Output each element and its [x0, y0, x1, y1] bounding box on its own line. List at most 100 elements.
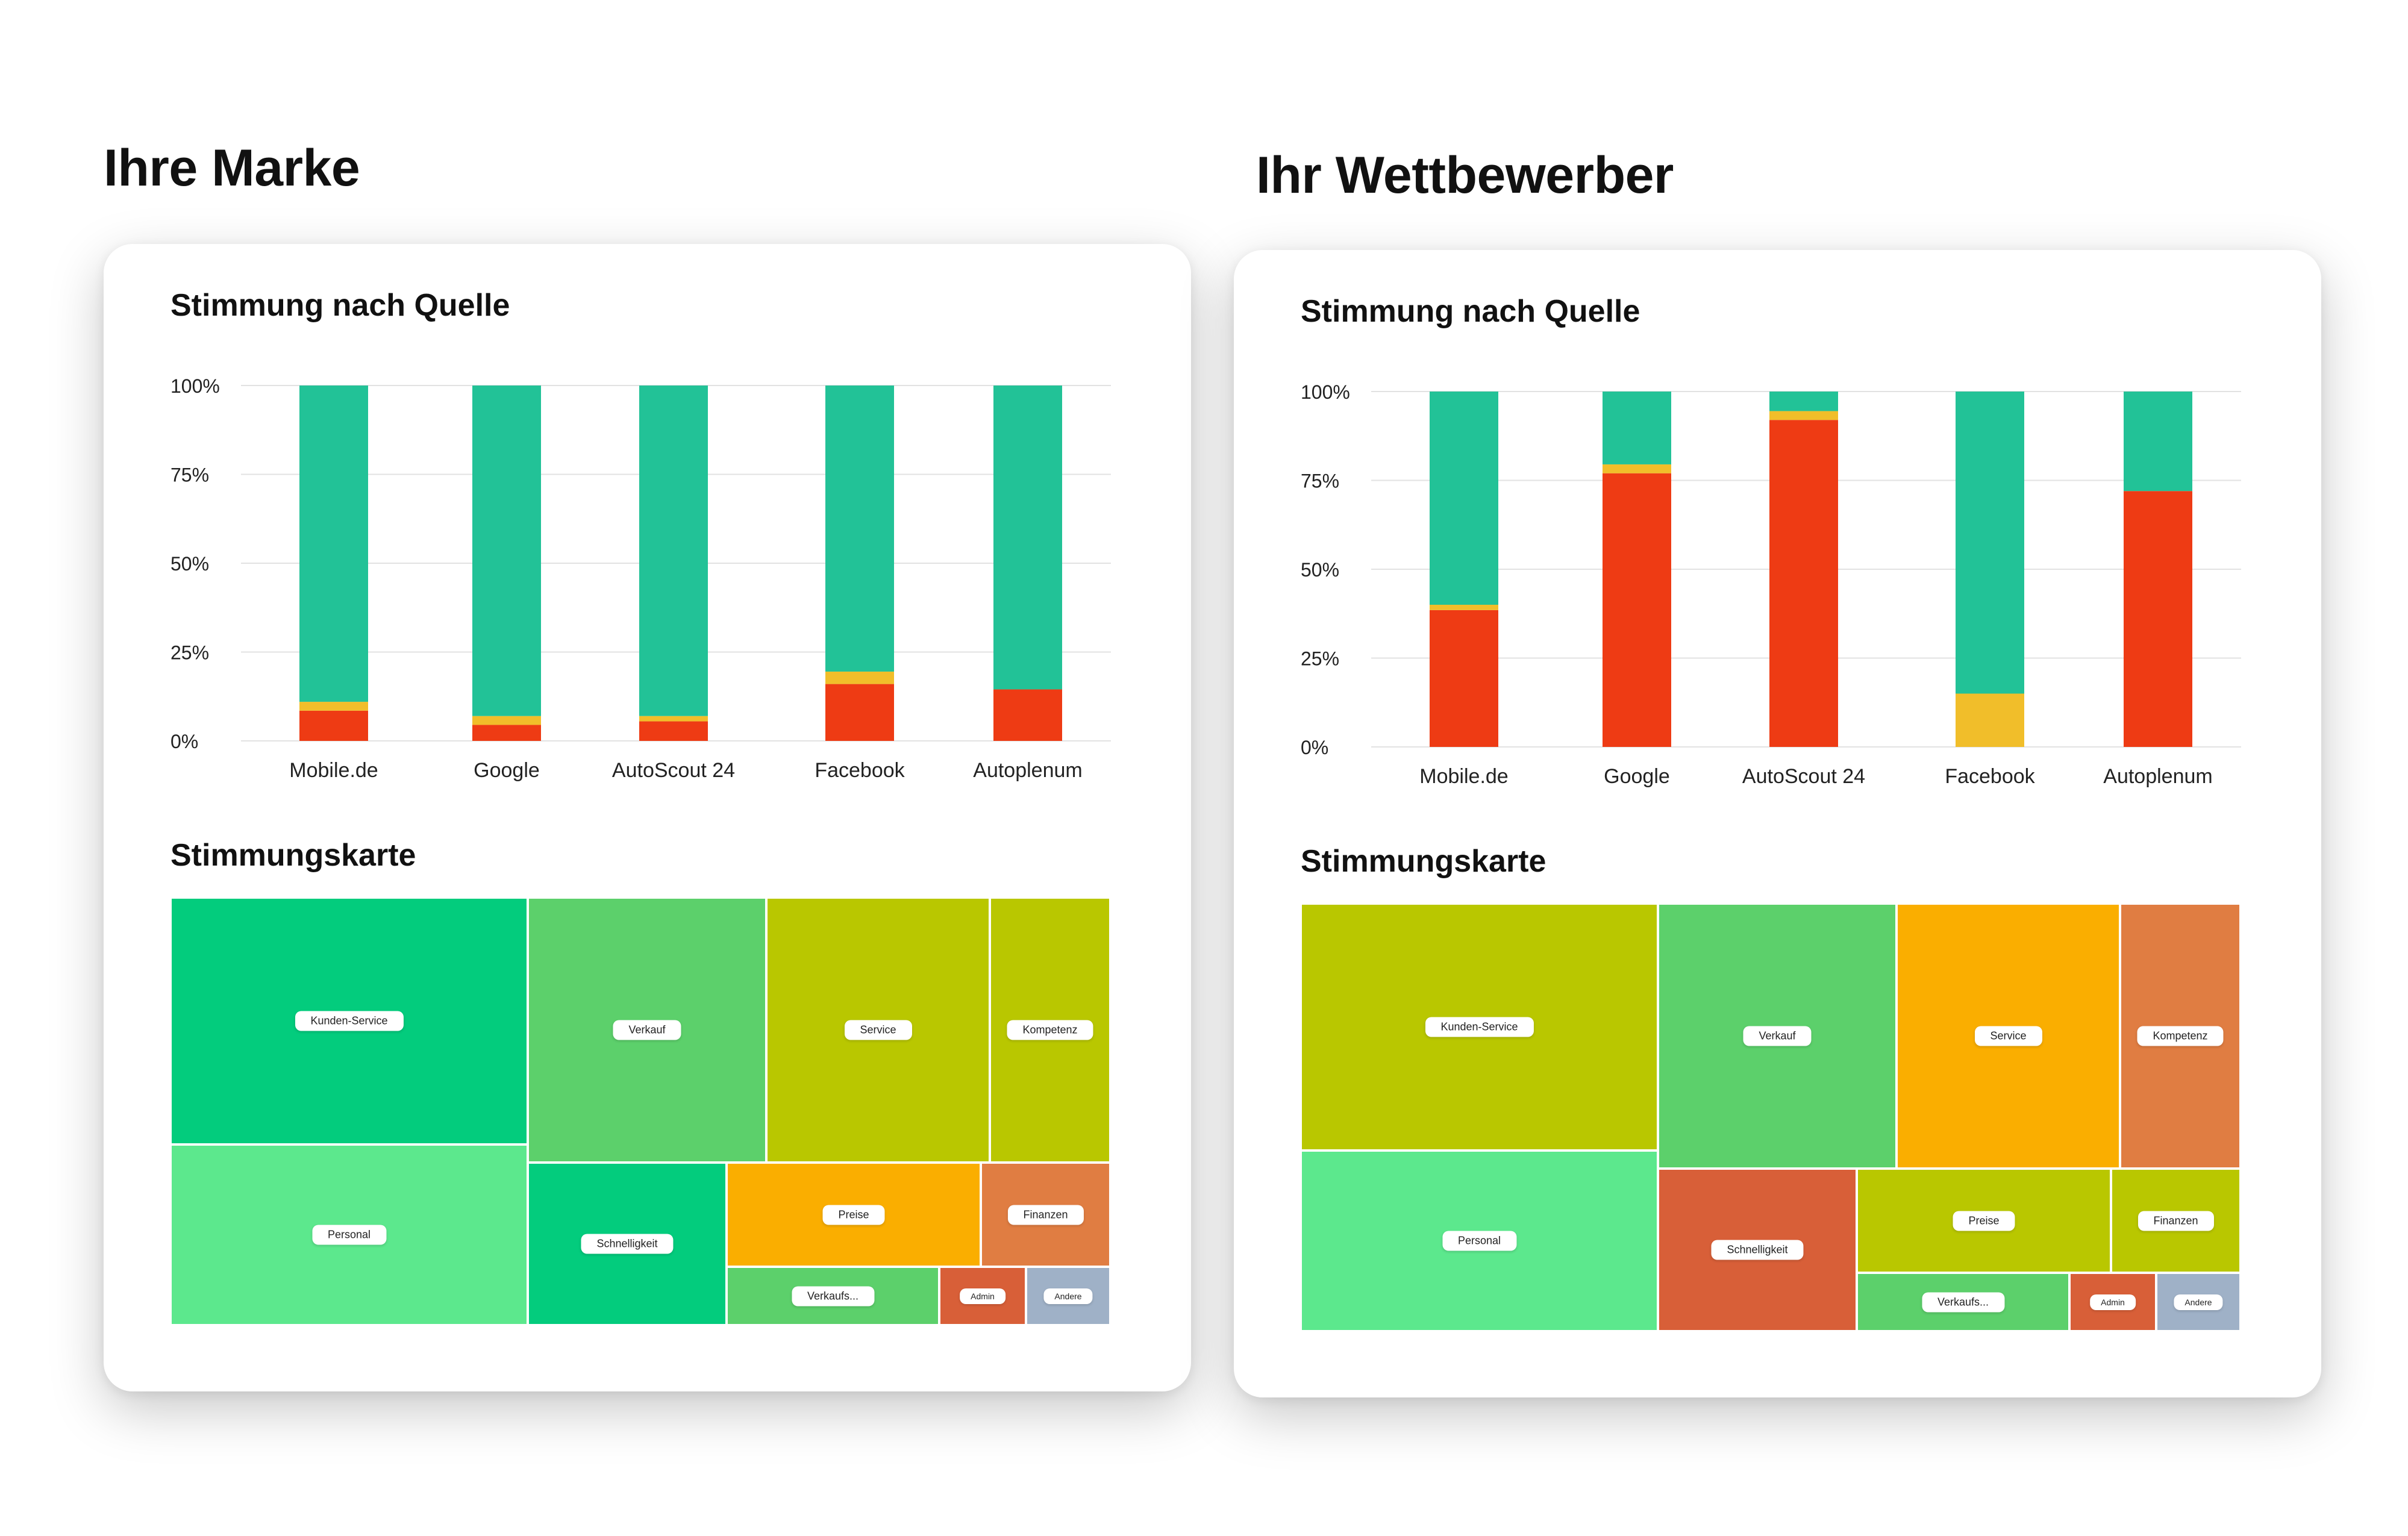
x-tick-label: Mobile.de [1419, 765, 1508, 788]
bar-segment [1603, 464, 1671, 473]
treemap-tile: Service [766, 898, 990, 1163]
bar-segment [825, 386, 894, 672]
treemap-tile-label: Personal [311, 1225, 387, 1245]
bar-segment [639, 721, 708, 741]
treemap-tile-label: Kunden-Service [295, 1011, 404, 1031]
bar-segment [472, 725, 541, 741]
bar-segment [299, 386, 368, 702]
sentiment-treemap: Kunden-Service Personal Verkauf Service Komp… [170, 898, 1110, 1325]
treemap-tile-label: Admin [960, 1288, 1005, 1304]
treemap-tile-label: Personal [1442, 1231, 1517, 1251]
treemap-tile-label: Kompetenz [2137, 1026, 2224, 1046]
treemap-tile: Kompetenz [990, 898, 1110, 1163]
treemap-tile: Verkaufs... [1857, 1273, 2069, 1331]
sentiment-by-source-chart: 0% 25% 50% 75% 100% Mobile.de Google AutoScout … [170, 375, 1111, 782]
treemap-tile-label: Preise [822, 1205, 885, 1225]
treemap-tile: Finanzen [981, 1163, 1110, 1267]
treemap-tile: Personal [170, 1144, 528, 1325]
treemap-tile-label: Preise [1953, 1211, 2015, 1231]
bar-segment [1603, 392, 1671, 464]
y-tick-label: 50% [170, 553, 209, 575]
treemap-tile: Schnelligkeit [528, 1163, 727, 1325]
treemap-tile: Personal [1301, 1150, 1658, 1331]
bar-segment [993, 386, 1062, 690]
x-tick-label: Facebook [815, 759, 905, 782]
bar-segment [2124, 392, 2192, 492]
x-tick-label: Autoplenum [973, 759, 1082, 782]
bar-segment [299, 702, 368, 711]
treemap-tile: Finanzen [2111, 1169, 2241, 1273]
bar-segment [1430, 610, 1498, 747]
treemap-tile-label: Service [1974, 1026, 2042, 1046]
bar-segment [825, 671, 894, 684]
treemap-tile: Andere [1026, 1267, 1110, 1325]
treemap-tile-label: Kompetenz [1007, 1020, 1093, 1040]
treemap-tile-label: Schnelligkeit [581, 1234, 674, 1254]
bar-segment [639, 716, 708, 722]
sentiment-treemap: Kunden-Service Personal Verkauf Service Komp… [1301, 904, 2241, 1331]
y-tick-label: 100% [170, 375, 220, 397]
y-tick-label: 100% [1301, 381, 1350, 403]
x-tick-label: AutoScout 24 [612, 759, 735, 782]
treemap-tile: Verkauf [528, 898, 766, 1163]
bar-segment [1769, 420, 1838, 747]
y-tick-label: 75% [1301, 470, 1339, 492]
treemap-tile: Kompetenz [2120, 904, 2241, 1169]
bar-segment [639, 386, 708, 716]
bar-segment [1603, 473, 1671, 747]
y-tick-label: 25% [1301, 648, 1339, 670]
treemap-tile: Andere [2156, 1273, 2241, 1331]
bar-segment [993, 689, 1062, 741]
treemap-tile-label: Verkaufs... [1921, 1292, 2005, 1312]
treemap-tile-label: Verkauf [613, 1020, 681, 1040]
heading-competitor: Ihr Wettbewerber [1256, 146, 1674, 204]
treemap-tile-label: Andere [1043, 1288, 1093, 1304]
y-tick-label: 75% [170, 464, 209, 486]
treemap-tile-label: Schnelligkeit [1711, 1240, 1804, 1260]
y-tick-label: 0% [1301, 737, 1328, 758]
y-tick-label: 0% [170, 731, 198, 752]
x-tick-label: Google [474, 759, 540, 782]
bar-segment [2124, 491, 2192, 747]
treemap-tile-label: Admin [2090, 1294, 2136, 1310]
bar-segment [1430, 605, 1498, 610]
bar-segment [472, 716, 541, 725]
treemap-tile: Kunden-Service [1301, 904, 1658, 1150]
treemap-tile-label: Kunden-Service [1425, 1017, 1534, 1037]
treemap-tile-label: Verkauf [1743, 1026, 1812, 1046]
bar-segment [472, 386, 541, 716]
x-tick-label: AutoScout 24 [1742, 765, 1865, 788]
treemap-tile: Verkaufs... [727, 1267, 939, 1325]
bar-segment [1956, 392, 2024, 694]
x-tick-label: Autoplenum [2103, 765, 2212, 788]
bar-segment [1430, 392, 1498, 605]
bar-segment [299, 710, 368, 741]
x-tick-label: Mobile.de [289, 759, 378, 782]
bar-segment [1769, 411, 1838, 420]
y-tick-label: 25% [170, 642, 209, 664]
treemap-tile: Preise [1857, 1169, 2111, 1273]
treemap-tile: Admin [939, 1267, 1026, 1325]
bar-segment [825, 684, 894, 741]
treemap-tile: Kunden-Service [170, 898, 528, 1144]
bar-chart-title: Stimmung nach Quelle [170, 288, 510, 323]
y-tick-label: 50% [1301, 559, 1339, 581]
treemap-title: Stimmungskarte [1301, 844, 1546, 879]
x-tick-label: Google [1604, 765, 1670, 788]
treemap-tile-label: Service [844, 1020, 912, 1040]
treemap-tile: Service [1897, 904, 2120, 1169]
panel-your-brand: Stimmung nach Quelle 0% 25% 50% 75% 100% Mobi… [104, 244, 1191, 1391]
bar-chart-title: Stimmung nach Quelle [1301, 294, 1640, 329]
treemap-tile-label: Finanzen [1007, 1205, 1084, 1225]
treemap-tile: Schnelligkeit [1658, 1169, 1857, 1331]
treemap-tile-label: Verkaufs... [791, 1286, 875, 1306]
treemap-title: Stimmungskarte [170, 838, 416, 873]
treemap-tile-label: Andere [2174, 1294, 2223, 1310]
panel-competitor: Stimmung nach Quelle 0% 25% 50% 75% 100% Mobi… [1234, 250, 2321, 1397]
x-tick-label: Facebook [1945, 765, 2035, 788]
bar-segment [1956, 693, 2024, 747]
treemap-tile: Admin [2069, 1273, 2156, 1331]
treemap-tile: Verkauf [1658, 904, 1897, 1169]
sentiment-by-source-chart: 0% 25% 50% 75% 100% Mobile.de Google AutoScout … [1301, 381, 2241, 788]
heading-your-brand: Ihre Marke [104, 139, 360, 197]
